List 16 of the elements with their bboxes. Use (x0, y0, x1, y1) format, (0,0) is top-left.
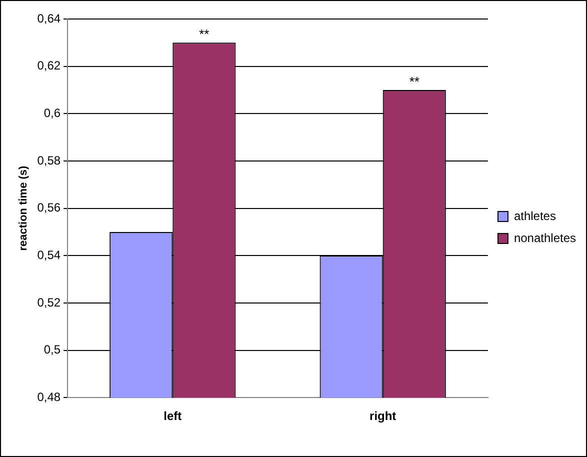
y-tick-label: 0,6 (44, 106, 61, 120)
y-axis-title: reaction time (s) (18, 165, 30, 251)
y-tick-label: 0,54 (37, 248, 61, 262)
x-tick-label: right (370, 409, 396, 424)
y-tick-label: 0,64 (37, 11, 61, 26)
y-tick-label: 0,52 (37, 295, 61, 310)
annotation: ** (409, 74, 420, 90)
y-tick-label: 0,58 (37, 153, 61, 168)
y-tick-label: 0,48 (37, 390, 61, 404)
legend-label: athletes (514, 208, 556, 223)
annotation: ** (199, 26, 210, 42)
y-tick-label: 0,5 (44, 342, 61, 357)
y-tick-label: 0,62 (37, 58, 61, 73)
y-tick-label: 0,56 (37, 200, 61, 215)
legend-label: nonathletes (514, 230, 576, 245)
x-tick-label: left (164, 409, 182, 424)
